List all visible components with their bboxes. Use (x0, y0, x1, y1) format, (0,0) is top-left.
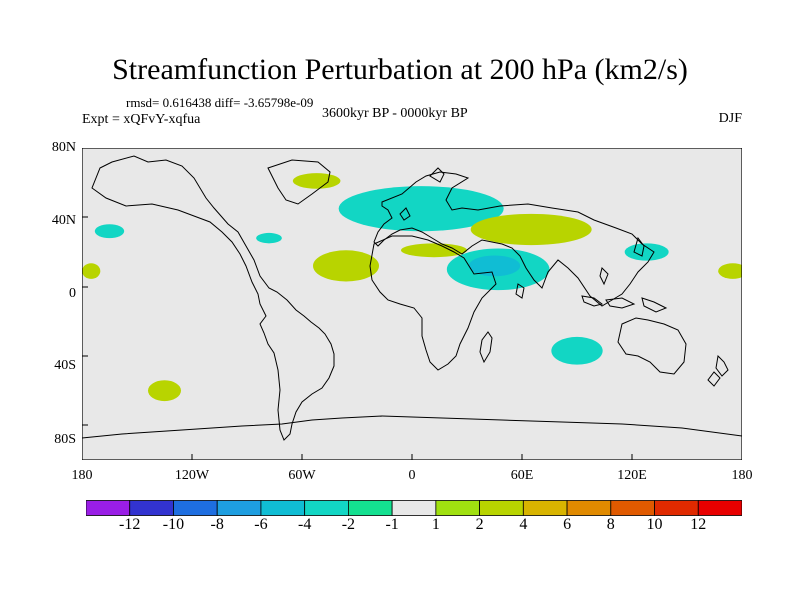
lon-label-180w: 180 (71, 468, 93, 483)
anomaly-north-atlantic-scandinavia (338, 186, 504, 232)
colorbar-label: 10 (646, 516, 663, 533)
colorbar-swatch (479, 500, 524, 516)
colorbar-label: -4 (297, 516, 312, 533)
colorbar (86, 500, 742, 516)
colorbar-label: 2 (475, 516, 484, 533)
colorbar-swatch (304, 500, 349, 516)
colorbar-swatch (522, 500, 568, 516)
colorbar-swatch (260, 500, 306, 516)
colorbar-label: -8 (210, 516, 224, 533)
axis-ticks (82, 148, 633, 460)
anomaly-western-pacific (624, 243, 669, 261)
anomaly-north-pacific (94, 224, 125, 239)
colorbar-swatch (129, 500, 174, 516)
colorbar-label: -10 (162, 516, 185, 533)
colorbar-label: 8 (606, 516, 615, 533)
anomaly-greenland (292, 173, 341, 189)
anomaly-layer (82, 173, 742, 402)
lon-label-120e: 120E (617, 468, 647, 483)
colorbar-label: 1 (431, 516, 440, 533)
lat-label-80s: 80S (54, 432, 76, 447)
colorbar-label: -6 (254, 516, 268, 533)
colorbar-swatch (86, 500, 131, 516)
lon-label-60w: 60W (288, 468, 316, 483)
colorbar-swatch (216, 500, 262, 516)
colorbar-label: -1 (385, 516, 399, 533)
lon-label-120w: 120W (174, 468, 210, 483)
anomaly-arabia-core (468, 255, 521, 277)
colorbar-swatch (173, 500, 218, 516)
colorbar-swatch (435, 500, 481, 516)
colorbar-label: 6 (563, 516, 572, 533)
colorbar-swatch (347, 500, 393, 516)
anomaly-central-asia (470, 213, 592, 246)
map-panel (82, 148, 742, 460)
anomaly-eastern-pacific (82, 263, 101, 279)
anomaly-mediterranean (401, 243, 467, 258)
anomaly-south-pacific (148, 380, 181, 402)
colorbar-label: -12 (119, 516, 141, 533)
anomaly-subtropical-atlantic (313, 250, 379, 282)
lon-label-0: 0 (408, 468, 416, 483)
lat-label-40n: 40N (51, 213, 76, 228)
experiment-label: Expt = xQFvY-xqfua (82, 112, 201, 127)
colorbar-swatch (610, 500, 655, 516)
colorbar-label: 12 (690, 516, 707, 533)
coastlines (82, 155, 742, 441)
colorbar-swatch (566, 500, 612, 516)
lat-label-0: 0 (69, 286, 76, 301)
lon-label-60e: 60E (510, 468, 534, 483)
lat-label-80n: 80N (51, 140, 76, 155)
lat-label-40s: 40S (54, 358, 76, 373)
colorbar-swatch (697, 500, 742, 516)
season-label: DJF (718, 111, 742, 126)
colorbar-swatch (391, 500, 437, 516)
colorbar-label: -2 (341, 516, 356, 533)
anomaly-pacific-dateline (718, 263, 742, 279)
anomaly-southern-indian-ocean (551, 336, 603, 365)
colorbar-swatch (654, 500, 699, 516)
stats-text: rmsd= 0.616438 diff= -3.65798e-09 (126, 95, 314, 110)
figure-title: Streamfunction Perturbation at 200 hPa (… (112, 53, 688, 86)
period-label: 3600kyr BP - 0000kyr BP (322, 106, 468, 121)
colorbar-label: 4 (519, 516, 528, 533)
lon-label-180e: 180 (731, 468, 753, 483)
anomaly-western-atlantic (256, 232, 282, 244)
